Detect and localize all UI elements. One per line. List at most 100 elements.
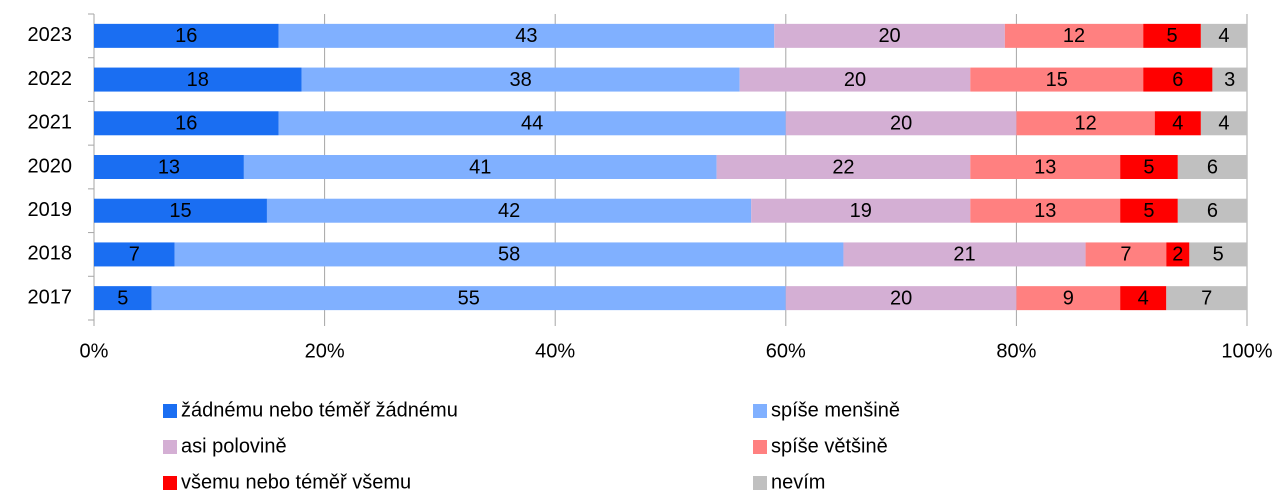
legend-label: spíše menšině [771, 399, 900, 421]
bar-segment [843, 242, 1086, 267]
bar-segment [243, 155, 717, 179]
data-label: 4 [1138, 287, 1149, 309]
data-label: 15 [169, 200, 191, 222]
data-label: 55 [458, 287, 480, 309]
bar-segment [301, 67, 740, 92]
legend-label: spíše většině [771, 435, 888, 457]
bar-segment [970, 198, 1121, 223]
bar-segment [1004, 23, 1144, 48]
data-label: 18 [187, 69, 209, 91]
data-label: 58 [498, 244, 520, 266]
bar-segment [1200, 23, 1247, 48]
data-label: 13 [158, 156, 180, 178]
data-label: 15 [1046, 69, 1068, 91]
data-label: 13 [1034, 156, 1056, 178]
data-label: 41 [469, 156, 491, 178]
data-label: 7 [1120, 244, 1131, 266]
data-label: 13 [1034, 200, 1056, 222]
bar-segment [1120, 198, 1178, 223]
data-label: 4 [1172, 113, 1183, 135]
data-label: 42 [498, 200, 520, 222]
data-label: 16 [175, 25, 197, 47]
x-tick-label: 0% [80, 340, 109, 362]
data-label: 20 [878, 25, 900, 47]
y-tick-label: 2018 [28, 243, 73, 265]
bar-segment [716, 155, 971, 179]
data-label: 20 [890, 287, 912, 309]
legend-label: všemu nebo téměř všemu [181, 471, 411, 493]
bar-segment [94, 111, 279, 136]
y-tick-label: 2023 [28, 24, 73, 46]
legend-swatch [163, 404, 177, 418]
x-tick-label: 100% [1221, 340, 1272, 362]
bar-segment [785, 111, 1017, 136]
bar-segment [1120, 155, 1178, 179]
x-tick-label: 40% [535, 340, 575, 362]
bar-segment [1166, 286, 1247, 311]
data-label: 5 [117, 287, 128, 309]
data-label: 20 [844, 69, 866, 91]
bar-segment [970, 155, 1121, 179]
bar-segment [94, 23, 279, 48]
y-tick-label: 2017 [28, 286, 73, 308]
x-tick-label: 20% [305, 340, 345, 362]
legend-swatch [163, 440, 177, 454]
y-tick-label: 2019 [28, 199, 73, 221]
legend-swatch [753, 440, 767, 454]
bar-segment [174, 242, 844, 267]
data-label: 5 [1166, 25, 1177, 47]
data-label: 7 [1201, 287, 1212, 309]
bar-segment [266, 198, 752, 223]
bar-segment [1120, 286, 1167, 311]
data-label: 6 [1207, 200, 1218, 222]
bar-segment [94, 242, 175, 267]
bar-segment [94, 67, 302, 92]
y-tick-label: 2022 [28, 68, 73, 90]
data-label: 4 [1218, 25, 1229, 47]
data-label: 12 [1074, 113, 1096, 135]
data-label: 12 [1063, 25, 1085, 47]
bar-segment [94, 286, 152, 311]
x-tick-label: 80% [996, 340, 1036, 362]
data-label: 2 [1172, 244, 1183, 266]
data-label: 6 [1207, 156, 1218, 178]
data-label: 19 [850, 200, 872, 222]
legend-label: nevím [771, 471, 825, 493]
bar-segment [1143, 23, 1201, 48]
data-label: 5 [1143, 156, 1154, 178]
bar-segment [785, 286, 1017, 311]
bar-segment [94, 155, 244, 179]
bar-segment [94, 198, 267, 223]
legend-label: žádnému nebo téměř žádnému [181, 399, 458, 421]
bar-segment [1177, 155, 1247, 179]
x-tick-label: 60% [766, 340, 806, 362]
bar-segment [1189, 242, 1247, 267]
bar-segment [751, 198, 971, 223]
legend-swatch [163, 476, 177, 490]
data-label: 44 [521, 113, 543, 135]
data-label: 22 [832, 156, 854, 178]
data-label: 21 [953, 244, 975, 266]
data-label: 43 [515, 25, 537, 47]
data-label: 6 [1172, 69, 1183, 91]
bar-segment [1143, 67, 1213, 92]
data-label: 9 [1063, 287, 1074, 309]
bar-segment [278, 111, 786, 136]
bar-segment [151, 286, 786, 311]
data-label: 5 [1213, 244, 1224, 266]
data-label: 38 [509, 69, 531, 91]
bar-segment [739, 67, 971, 92]
bar-segment [774, 23, 1005, 48]
bar-segment [278, 23, 775, 48]
data-label: 7 [129, 244, 140, 266]
data-label: 4 [1218, 113, 1229, 135]
bar-segment [1212, 67, 1247, 92]
bar-segment [1016, 286, 1121, 311]
bar-segment [1200, 111, 1247, 136]
bar-segment [1166, 242, 1190, 267]
y-tick-label: 2020 [28, 155, 73, 177]
y-tick-label: 2021 [28, 112, 73, 134]
legend-label: asi polovině [181, 435, 287, 457]
data-label: 5 [1143, 200, 1154, 222]
